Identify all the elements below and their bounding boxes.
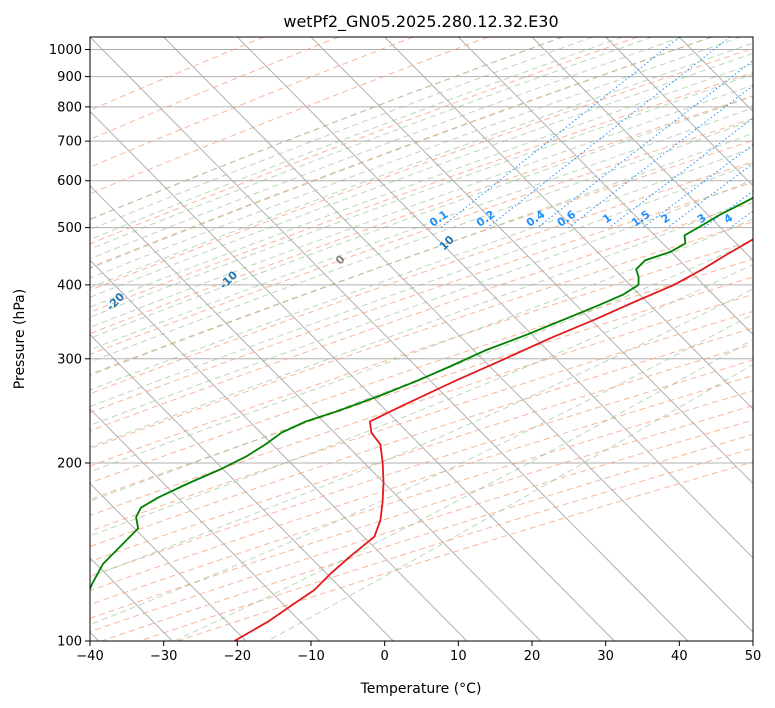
dry-adiabat-line [90,37,414,168]
y-tick-label: 500 [57,221,82,236]
dry-adiabat-line [90,47,753,291]
moist-adiabat-line [90,107,753,351]
moist-adiabat-line [90,37,563,221]
y-tick-label: 700 [57,135,82,150]
y-tick-label: 600 [57,174,82,189]
dry-adiabat-line [90,293,753,517]
dry-adiabat-line [90,375,753,592]
temperature-profile-line [233,238,753,641]
y-tick-label: 800 [57,100,82,115]
isotherm-line [236,37,753,559]
x-tick-label: 20 [524,649,541,664]
y-tick-label: 100 [57,635,82,650]
isotherm-line [90,408,320,641]
moist-adiabat-line [90,179,753,426]
moist-adiabat-line [90,52,753,298]
dry-adiabat-line [90,72,753,313]
moist-adiabat-line [90,37,712,269]
dry-adiabat-line [90,37,489,195]
isotherm-line [457,37,753,336]
x-tick-label: −30 [150,649,177,664]
dewpoint-profile-line [90,196,753,591]
dry-adiabat-line [90,37,713,269]
isotherm-line [163,37,753,633]
moist-adiabat-line [90,63,753,308]
mixing-ratio-line [568,85,753,228]
mixing-ratio-line [608,117,753,228]
y-tick-label: 300 [57,352,82,367]
x-tick-label: 30 [597,649,614,664]
dry-adiabat-line [90,258,753,484]
x-tick-label: 0 [381,649,389,664]
x-tick-label: −20 [224,649,251,664]
isotherm-line [90,482,247,641]
moist-adiabat-line [90,37,623,240]
y-tick-label: 400 [57,278,82,293]
moist-adiabat-line [173,338,753,641]
x-tick-label: 40 [671,649,688,664]
moist-adiabat-line [90,313,753,626]
moist-adiabat-line [90,147,753,391]
grid-layer [90,37,753,641]
dry-adiabat-line [90,37,339,140]
x-axis-label: Temperature (°C) [360,681,482,697]
moist-adiabat-line [90,198,753,448]
moist-adiabat-line [90,162,753,408]
chart-title: wetPf2_GN05.2025.280.12.32.E30 [283,12,558,32]
moist-adiabat-line [90,37,653,250]
mixing-ratio-line [537,59,753,228]
dry-adiabat-line [90,140,753,375]
isotherm-line [90,185,541,641]
tick-layer: −40 −30 −20 −10 0 10 20 30 40 50 100 200 300 400 500 60… [49,43,761,664]
dry-adiabat-line [90,327,753,548]
isotherm-line [90,110,615,641]
y-axis-label: Pressure (hPa) [12,289,28,389]
x-tick-label: 50 [745,649,762,664]
dry-adiabat-line [90,161,753,395]
x-tick-label: −10 [297,649,324,664]
isotherm-line [90,259,468,641]
dry-adiabat-line [90,37,638,245]
isotherm-line [90,333,394,641]
dry-adiabat-line [90,118,753,355]
moist-adiabat-line [90,37,593,231]
data-layer [90,196,753,641]
moist-adiabat-line [90,73,753,318]
moist-adiabat-line [90,84,753,328]
dry-adiabat-line [90,343,753,563]
moist-adiabat-line [90,218,753,473]
mixing-ratio-line [440,37,681,228]
dry-adiabat-line [90,240,753,467]
y-tick-label: 900 [57,70,82,85]
dry-adiabat-line [90,201,753,432]
x-tick-label: −40 [76,649,103,664]
isotherm-line [90,37,689,641]
isotherm-line [531,37,753,261]
x-tick-label: 10 [450,649,467,664]
y-tick-label: 200 [57,456,82,471]
y-tick-label: 1000 [49,43,82,58]
plot-frame [89,36,754,642]
moist-adiabat-line [90,37,682,260]
